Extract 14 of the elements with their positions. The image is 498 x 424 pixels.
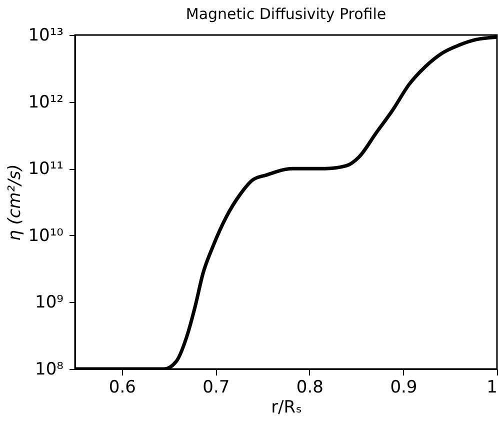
- y-tick-label: 10⁹: [35, 292, 64, 313]
- y-axis-title: η (cm²/s): [5, 164, 26, 241]
- x-tick-label: 0.9: [390, 378, 418, 398]
- chart-title: Magnetic Diffusivity Profile: [186, 5, 386, 23]
- y-tick-label: 10¹⁰: [28, 226, 64, 246]
- x-axis-title: r/Rₛ: [271, 398, 302, 418]
- x-tick-label: 0.8: [296, 378, 324, 398]
- y-tick-label: 10¹³: [28, 26, 64, 46]
- x-tick-label: 0.7: [202, 378, 230, 398]
- y-tick-label: 10⁸: [35, 360, 64, 380]
- x-tick-label: 0.6: [108, 378, 136, 398]
- y-tick-label: 10¹²: [28, 92, 64, 112]
- y-tick-label: 10¹¹: [28, 159, 64, 180]
- x-tick-label: 1: [486, 378, 498, 398]
